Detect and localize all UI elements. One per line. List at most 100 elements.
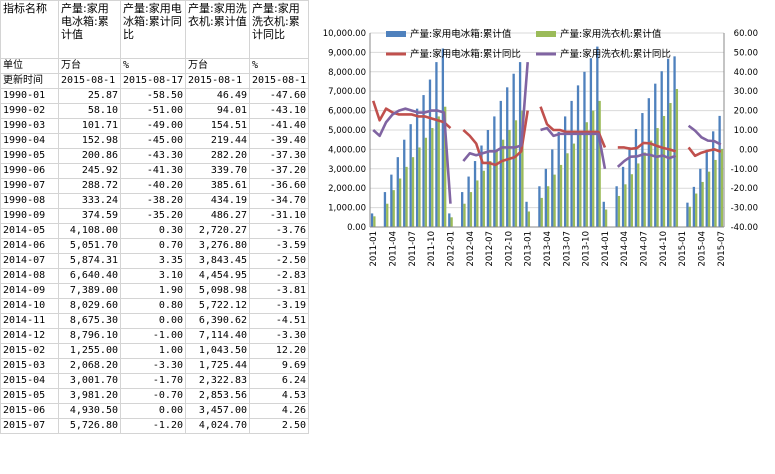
value-cell[interactable]: 1,043.50 <box>185 343 250 359</box>
value-cell[interactable]: -0.70 <box>120 388 186 404</box>
value-cell[interactable]: 1,725.44 <box>185 358 250 374</box>
date-cell[interactable]: 2014-12 <box>0 328 59 344</box>
date-cell[interactable]: 1990-01 <box>0 88 59 104</box>
value-cell[interactable]: 1.90 <box>120 283 186 299</box>
value-cell[interactable]: -35.20 <box>120 208 186 224</box>
unit-cell[interactable]: 万台 <box>185 58 250 74</box>
value-cell[interactable]: 200.86 <box>58 148 121 164</box>
value-cell[interactable]: 0.00 <box>120 313 186 329</box>
date-cell[interactable]: 2014-06 <box>0 238 59 254</box>
value-cell[interactable]: 12.20 <box>249 343 309 359</box>
value-cell[interactable]: -3.30 <box>120 358 186 374</box>
header-fridge-yoy[interactable]: 产量:家用电冰箱:累计同比 <box>120 0 186 59</box>
value-cell[interactable]: 385.61 <box>185 178 250 194</box>
date-cell[interactable]: 1990-05 <box>0 148 59 164</box>
value-cell[interactable]: 4,454.95 <box>185 268 250 284</box>
value-cell[interactable]: 282.20 <box>185 148 250 164</box>
value-cell[interactable]: -41.30 <box>120 163 186 179</box>
date-cell[interactable]: 2015-05 <box>0 388 59 404</box>
update-cell[interactable]: 2015-08-1 <box>249 73 309 89</box>
header-washer-cum[interactable]: 产量:家用洗衣机:累计值 <box>185 0 250 59</box>
value-cell[interactable]: 58.10 <box>58 103 121 119</box>
date-cell[interactable]: 2015-07 <box>0 418 59 434</box>
value-cell[interactable]: 1.00 <box>120 343 186 359</box>
date-cell[interactable]: 1990-04 <box>0 133 59 149</box>
value-cell[interactable]: -49.00 <box>120 118 186 134</box>
value-cell[interactable]: -1.70 <box>120 373 186 389</box>
value-cell[interactable]: 3,457.00 <box>185 403 250 419</box>
value-cell[interactable]: -1.20 <box>120 418 186 434</box>
value-cell[interactable]: 486.27 <box>185 208 250 224</box>
value-cell[interactable]: 4.53 <box>249 388 309 404</box>
update-cell[interactable]: 2015-08-1 <box>58 73 121 89</box>
date-cell[interactable]: 1990-08 <box>0 193 59 209</box>
date-cell[interactable]: 2015-03 <box>0 358 59 374</box>
value-cell[interactable]: -37.20 <box>249 163 309 179</box>
unit-cell[interactable]: 万台 <box>58 58 121 74</box>
value-cell[interactable]: -51.00 <box>120 103 186 119</box>
value-cell[interactable]: 288.72 <box>58 178 121 194</box>
update-cell[interactable]: 2015-08-1 <box>185 73 250 89</box>
update-label-cell[interactable]: 更新时间 <box>0 73 59 89</box>
value-cell[interactable]: 219.44 <box>185 133 250 149</box>
value-cell[interactable]: 152.98 <box>58 133 121 149</box>
value-cell[interactable]: -31.10 <box>249 208 309 224</box>
date-cell[interactable]: 2015-06 <box>0 403 59 419</box>
value-cell[interactable]: 5,098.98 <box>185 283 250 299</box>
value-cell[interactable]: -4.51 <box>249 313 309 329</box>
date-cell[interactable]: 2014-10 <box>0 298 59 314</box>
value-cell[interactable]: -38.20 <box>120 193 186 209</box>
value-cell[interactable]: 154.51 <box>185 118 250 134</box>
value-cell[interactable]: -3.59 <box>249 238 309 254</box>
date-cell[interactable]: 1990-07 <box>0 178 59 194</box>
value-cell[interactable]: 46.49 <box>185 88 250 104</box>
value-cell[interactable]: 6,640.40 <box>58 268 121 284</box>
unit-cell[interactable]: % <box>120 58 186 74</box>
value-cell[interactable]: 3.10 <box>120 268 186 284</box>
value-cell[interactable]: -58.50 <box>120 88 186 104</box>
value-cell[interactable]: -45.00 <box>120 133 186 149</box>
value-cell[interactable]: 2.50 <box>249 418 309 434</box>
unit-cell[interactable]: % <box>249 58 309 74</box>
value-cell[interactable]: 374.59 <box>58 208 121 224</box>
value-cell[interactable]: 4.26 <box>249 403 309 419</box>
value-cell[interactable]: 6,390.62 <box>185 313 250 329</box>
date-cell[interactable]: 2014-07 <box>0 253 59 269</box>
date-cell[interactable]: 2015-02 <box>0 343 59 359</box>
value-cell[interactable]: 2,068.20 <box>58 358 121 374</box>
unit-label-cell[interactable]: 单位 <box>0 58 59 74</box>
value-cell[interactable]: -2.50 <box>249 253 309 269</box>
value-cell[interactable]: -43.10 <box>249 103 309 119</box>
value-cell[interactable]: -43.30 <box>120 148 186 164</box>
date-cell[interactable]: 1990-03 <box>0 118 59 134</box>
date-cell[interactable]: 2014-05 <box>0 223 59 239</box>
value-cell[interactable]: 0.80 <box>120 298 186 314</box>
value-cell[interactable]: -1.00 <box>120 328 186 344</box>
value-cell[interactable]: -34.70 <box>249 193 309 209</box>
value-cell[interactable]: 9.69 <box>249 358 309 374</box>
date-cell[interactable]: 1990-06 <box>0 163 59 179</box>
value-cell[interactable]: -2.83 <box>249 268 309 284</box>
value-cell[interactable]: 2,853.56 <box>185 388 250 404</box>
value-cell[interactable]: 333.24 <box>58 193 121 209</box>
value-cell[interactable]: 5,874.31 <box>58 253 121 269</box>
value-cell[interactable]: -37.30 <box>249 148 309 164</box>
value-cell[interactable]: 3.35 <box>120 253 186 269</box>
value-cell[interactable]: -36.60 <box>249 178 309 194</box>
value-cell[interactable]: 2,322.83 <box>185 373 250 389</box>
value-cell[interactable]: 0.70 <box>120 238 186 254</box>
value-cell[interactable]: 25.87 <box>58 88 121 104</box>
date-cell[interactable]: 2014-11 <box>0 313 59 329</box>
value-cell[interactable]: 8,029.60 <box>58 298 121 314</box>
date-cell[interactable]: 1990-09 <box>0 208 59 224</box>
date-cell[interactable]: 2015-04 <box>0 373 59 389</box>
value-cell[interactable]: 245.92 <box>58 163 121 179</box>
date-cell[interactable]: 2014-08 <box>0 268 59 284</box>
date-cell[interactable]: 2014-09 <box>0 283 59 299</box>
value-cell[interactable]: 3,001.70 <box>58 373 121 389</box>
value-cell[interactable]: 4,108.00 <box>58 223 121 239</box>
value-cell[interactable]: 339.70 <box>185 163 250 179</box>
value-cell[interactable]: 94.01 <box>185 103 250 119</box>
value-cell[interactable]: 0.00 <box>120 403 186 419</box>
value-cell[interactable]: -3.81 <box>249 283 309 299</box>
